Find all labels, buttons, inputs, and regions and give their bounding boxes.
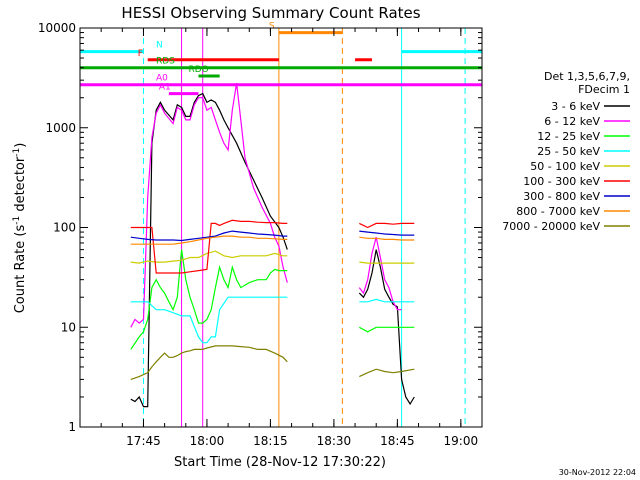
series-line-5 — [130, 219, 415, 274]
legend-label-8: 7000 - 20000 keV — [502, 220, 600, 233]
legend-label-0: 3 - 6 keV — [551, 100, 600, 113]
legend-label-4: 50 - 100 keV — [530, 160, 600, 173]
x-tick-label-4: 18:45 — [380, 434, 415, 448]
x-tick-label-5: 19:00 — [444, 434, 479, 448]
legend-label-3: 25 - 50 keV — [537, 145, 600, 158]
series-line-1 — [130, 83, 402, 328]
flag-label-s: S — [269, 22, 275, 32]
series-line-2 — [130, 249, 415, 350]
series-line-7 — [130, 235, 415, 245]
y-axis-ticks: 1 10 100 1000 10000 — [38, 21, 482, 434]
series-line-0 — [130, 92, 415, 408]
series-line-6 — [130, 230, 415, 242]
flag-label-a0: A0 — [156, 74, 168, 84]
legend-label-6: 300 - 800 keV — [523, 190, 600, 203]
flag-label-rdo: RDO — [188, 65, 208, 75]
x-tick-label-2: 18:15 — [253, 434, 288, 448]
legend-label-2: 12 - 25 keV — [537, 130, 600, 143]
flag-label-a1: A1 — [159, 83, 171, 93]
y-tick-label-3: 1000 — [45, 121, 76, 135]
flag-label-n: N — [156, 41, 163, 51]
y-axis-label: Count Rate (s-1 detector-1) — [12, 143, 28, 314]
chart-title: HESSI Observing Summary Count Rates — [121, 4, 420, 22]
legend: Det 1,3,5,6,7,9,FDecim 1 3 - 6 keV 6 - 12 … — [502, 70, 630, 233]
y-tick-label-1: 10 — [61, 320, 76, 334]
legend-label-1: 6 - 12 keV — [544, 115, 600, 128]
flag-label-rds: RDS — [156, 57, 175, 67]
x-tick-label-1: 18:00 — [190, 434, 225, 448]
legend-label-5: 100 - 300 keV — [523, 175, 600, 188]
y-tick-label-4: 10000 — [38, 21, 76, 35]
x-tick-label-3: 18:30 — [317, 434, 352, 448]
series-line-8 — [130, 345, 415, 380]
y-tick-label-2: 100 — [53, 221, 76, 235]
series-line-3 — [130, 296, 415, 344]
series-lines — [130, 83, 415, 408]
series-line-4 — [130, 250, 415, 264]
x-axis-label: Start Time (28-Nov-12 17:30:22) — [174, 455, 386, 470]
legend-header-1: FDecim 1 — [578, 83, 630, 96]
vertical-markers — [142, 28, 466, 427]
x-axis-ticks: 17:45 18:00 18:15 18:30 18:45 19:00 — [79, 28, 483, 448]
legend-header-0: Det 1,3,5,6,7,9, — [544, 70, 630, 83]
x-tick-label-0: 17:45 — [126, 434, 161, 448]
flag-label-f: F — [138, 49, 143, 59]
timestamp: 30-Nov-2012 22:04 — [559, 468, 636, 477]
y-tick-label-0: 1 — [68, 420, 76, 434]
legend-label-7: 800 - 7000 keV — [516, 205, 600, 218]
